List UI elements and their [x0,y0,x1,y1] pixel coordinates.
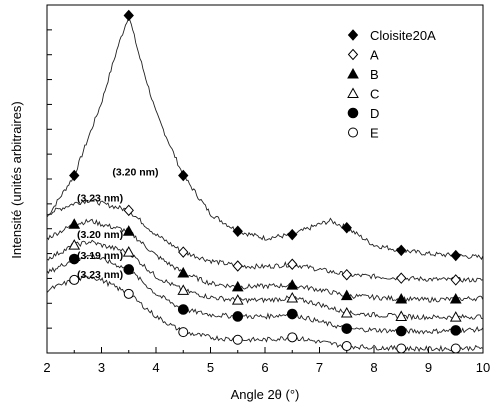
legend-marker-a [347,48,359,61]
plot-frame [46,4,484,354]
series-markers [68,9,462,354]
data-point-c [395,310,408,321]
peak-annotation: (3.23 nm) [77,193,123,205]
data-point-cloisite20a [178,169,189,182]
data-point-a [396,272,407,284]
peak-annotation: (3.20 nm) [112,167,158,179]
x-axis-title: Angle 2θ (°) [231,387,300,402]
data-point-c [286,291,299,303]
data-point-cloisite20a [69,169,80,182]
data-point-cloisite20a [341,221,352,234]
data-point-b [231,280,244,292]
data-point-b [449,293,462,304]
series-line-b [46,218,484,303]
data-point-c [340,306,353,318]
legend-label: C [370,87,379,102]
data-point-a [232,260,243,272]
data-point-b [68,218,81,229]
data-point-b [177,266,190,278]
legend-marker-b [347,67,359,79]
data-point-a [123,204,134,217]
data-point-cloisite20a [450,249,461,262]
data-point-d [123,264,135,275]
legend-label: A [370,48,379,63]
legend-marker-cloisite20a [347,29,359,41]
x-tick-label: 8 [370,360,377,375]
legend-label: B [370,67,379,82]
legend-label: E [370,126,379,141]
series-line-d [46,254,484,335]
data-point-b [286,279,299,290]
data-point-e [69,274,80,285]
data-point-cloisite20a [287,228,298,241]
legend-marker-c [347,87,359,98]
data-point-a [341,268,352,281]
data-point-cloisite20a [396,244,407,257]
data-point-b [395,293,408,304]
data-point-e [341,341,352,352]
data-point-e [178,327,189,338]
peak-annotation: (3.23 nm) [77,269,123,281]
data-point-d [450,325,462,336]
data-point-a [287,258,298,271]
data-point-a [450,274,461,286]
data-point-d [232,311,244,322]
data-point-cloisite20a [232,225,243,237]
x-tick-label: 5 [207,360,214,375]
peak-annotation: (3.20 nm) [77,229,123,241]
data-point-cloisite20a [123,9,134,22]
x-axis: 2 3 4 5 6 7 8 9 10 [43,347,490,375]
data-point-d [341,323,353,334]
data-point-c [177,284,190,295]
legend-label: D [370,106,379,121]
data-point-a [178,246,189,258]
data-point-c [449,311,462,322]
series-line-a [46,198,484,283]
data-point-e [450,343,461,354]
series-line-cloisite20a [46,17,484,261]
x-tick-label: 4 [152,360,159,375]
data-point-c [122,246,135,257]
legend-label: Cloisite20A [370,28,436,43]
series-lines [46,17,484,353]
legend-marker-e [348,127,358,138]
x-tick-label: 6 [261,360,268,375]
series-line-c [46,239,484,321]
data-point-d [286,308,298,320]
x-tick-label: 3 [98,360,105,375]
peak-annotation: (3.19 nm) [77,250,123,262]
data-point-b [122,225,135,236]
data-point-d [395,325,407,337]
series-line-e [46,275,484,353]
legend-marker-d [347,107,359,119]
data-point-b [340,289,353,301]
data-point-e [123,288,134,299]
data-point-d [68,253,80,265]
data-point-c [68,239,81,250]
data-point-e [232,334,243,345]
y-axis-ticks [47,29,52,329]
y-axis-title: Intensité (unités arbitraires) [9,101,24,259]
data-point-d [177,304,189,315]
x-tick-label: 7 [316,360,323,375]
data-point-c [231,294,244,305]
x-tick-label: 9 [425,360,432,375]
peak-annotations: (3.20 nm) (3.23 nm) (3.20 nm) (3.19 nm) (3.2… [77,167,159,282]
data-point-e [287,332,298,343]
x-tick-label: 2 [43,360,50,375]
x-tick-label: 10 [476,360,490,375]
data-point-e [396,343,407,354]
